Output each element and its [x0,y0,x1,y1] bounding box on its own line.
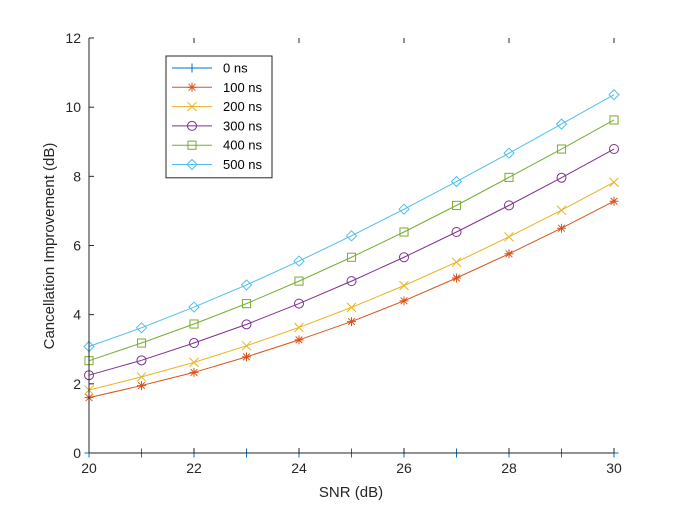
legend-marker [187,140,197,150]
data-point [294,276,304,286]
data-point [450,175,463,188]
legend-box [165,55,273,179]
data-point [557,223,566,233]
data-point [399,280,409,291]
legend-item: 500 ns [172,157,263,172]
legend: 0 ns 100 ns 200 ns 300 ns 400 ns 500 ns [165,55,273,179]
data-point [189,338,199,349]
data-point [241,340,252,351]
legend-label: 400 ns [223,138,263,153]
data-point [345,230,358,242]
series-100-ns [84,196,619,403]
data-point [609,177,619,188]
legend-marker [187,101,197,112]
legend-marker [187,63,197,73]
data-point [556,205,567,216]
series-line [88,119,615,362]
data-point [241,319,252,330]
data-point [556,144,567,154]
y-tick-label: 8 [73,168,81,184]
series-line [88,94,615,347]
data-point [399,227,409,237]
y-tick-label: 12 [65,30,81,46]
data-point [294,322,304,333]
data-point [504,172,514,182]
data-point [556,172,567,183]
x-tick-label: 20 [81,460,97,476]
legend-label: 200 ns [223,99,263,114]
data-point [189,367,199,377]
legend-marker [187,120,197,131]
series-200-ns [84,177,619,395]
data-point [136,355,147,366]
data-point [137,381,146,391]
legend-item: 0 ns [172,61,248,76]
x-tick-label: 24 [291,460,307,476]
series-400-ns [84,115,619,366]
data-point [347,317,356,327]
data-point [240,279,253,291]
data-point [609,144,619,155]
data-point [609,196,619,206]
y-tick-label: 0 [73,445,81,461]
data-point [293,255,305,267]
series-line [88,148,615,376]
data-point [346,302,357,313]
x-tick-label: 30 [606,460,622,476]
legend-label: 500 ns [223,157,263,172]
x-tick-label: 28 [501,460,517,476]
y-axis-label: Cancellation Improvement (dB) [41,143,58,350]
series-300-ns [84,144,619,381]
legend-marker [187,82,197,92]
data-point [188,301,200,313]
y-tick-label: 2 [73,376,81,392]
data-point [504,249,514,259]
data-point [452,273,461,283]
data-point [451,257,462,267]
legend-marker [186,158,198,171]
x-tick-label: 22 [186,460,202,476]
y-tick-label: 10 [65,99,81,115]
legend-label: 300 ns [223,118,263,133]
data-point [294,298,304,309]
data-point [136,372,147,382]
legend-item: 300 ns [172,118,263,133]
legend-item: 200 ns [172,99,263,114]
legend-label: 100 ns [223,80,263,95]
x-tick-label: 26 [396,460,412,476]
x-axis-label: SNR (dB) [319,484,383,501]
legend-label: 0 ns [223,61,248,76]
data-point [451,227,462,238]
data-point [451,200,462,210]
data-point [555,118,568,130]
data-point [504,232,514,242]
data-point [135,322,148,334]
data-point [399,296,409,306]
data-point [346,276,357,287]
data-point [136,338,147,348]
data-point [609,115,619,125]
data-point [399,252,409,263]
legend-item: 400 ns [172,138,263,153]
data-point [241,299,252,309]
series-500-ns [83,89,620,353]
data-point [294,335,304,345]
data-point [398,203,410,215]
data-point [242,352,251,362]
data-point [504,200,514,211]
data-point [189,357,199,368]
y-tick-label: 4 [73,307,81,323]
data-point [189,319,199,329]
data-point [346,252,357,262]
data-point [503,147,515,159]
data-point [608,89,620,101]
legend-item: 100 ns [172,80,263,95]
y-tick-label: 6 [73,238,81,254]
